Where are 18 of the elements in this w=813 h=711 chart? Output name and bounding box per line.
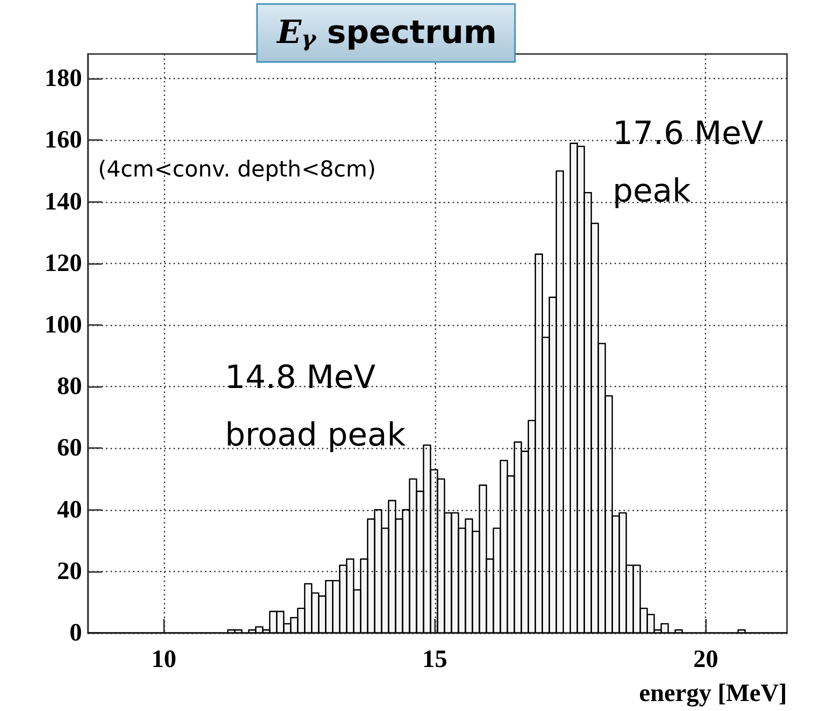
annotation: (4cm<conv. depth<8cm) [98, 157, 376, 182]
y-tick-label: 160 [44, 126, 82, 154]
x-tick-label: 10 [151, 646, 176, 673]
y-tick-label: 180 [44, 65, 82, 92]
annotation: 14.8 MeV broad peak [224, 358, 406, 454]
y-tick-label: 20 [57, 558, 82, 585]
y-tick-label: 140 [44, 188, 82, 216]
annotation: 17.6 MeV peak [612, 114, 764, 210]
y-tick-label: 40 [57, 496, 82, 524]
y-tick-label: 60 [57, 434, 82, 462]
y-tick-label: 80 [57, 373, 82, 400]
x-tick-label: 20 [693, 646, 718, 673]
x-axis-title: energy [MeV] [639, 680, 787, 707]
chart-title: Eγ spectrum [276, 13, 497, 52]
x-tick-label: 15 [422, 646, 448, 673]
y-tick-label: 100 [44, 312, 82, 339]
y-tick-label: 120 [44, 250, 82, 277]
y-tick-label: 0 [70, 620, 82, 646]
